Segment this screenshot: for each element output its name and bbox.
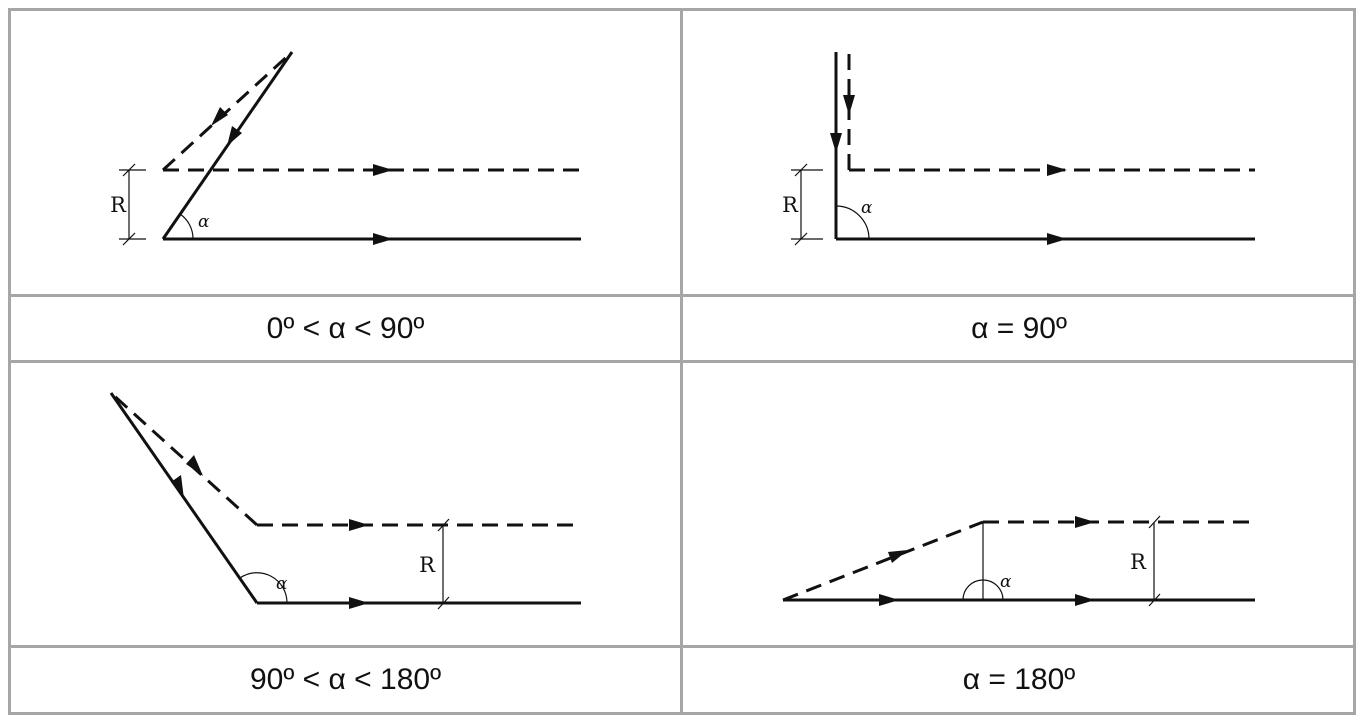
dashed-incoming-line	[109, 391, 259, 527]
diagram-acute: R α	[11, 11, 683, 297]
caption-acute: 0º < α < 90º	[11, 297, 683, 363]
arrow-dashed	[373, 164, 393, 176]
angle-label: α	[861, 198, 873, 218]
arrow-dashed-incoming	[888, 550, 908, 563]
arrow-solid-incoming	[830, 133, 842, 153]
arrow-solid	[373, 233, 393, 245]
diagram-right-svg: R α	[782, 52, 1255, 246]
diagram-obtuse: R α	[11, 363, 683, 648]
arrow-solid-left	[879, 594, 899, 606]
solid-incoming-line	[109, 392, 259, 604]
dashed-incoming-line	[161, 50, 294, 172]
angle-arc	[835, 205, 870, 240]
diagram-straight-svg: R α	[782, 515, 1255, 607]
cases-table: R α	[8, 8, 1356, 715]
arrow-dashed	[349, 519, 369, 531]
radius-label: R	[110, 193, 127, 217]
arrow-solid	[1047, 233, 1067, 245]
arrow-dashed	[1047, 164, 1067, 176]
diagram-acute-svg: R α	[110, 50, 581, 246]
angle-label: α	[198, 212, 210, 232]
arrow-solid	[349, 597, 369, 609]
caption-right: α = 90º	[683, 297, 1355, 363]
angle-label: α	[276, 574, 288, 594]
arrow-solid-right	[1075, 594, 1095, 606]
arrow-dashed-incoming	[186, 455, 203, 476]
angle-arc	[179, 213, 194, 240]
arrow-dashed-incoming	[843, 95, 855, 115]
radius-label: R	[1130, 550, 1147, 574]
dashed-incoming-line	[782, 520, 984, 602]
diagram-straight: R α	[683, 363, 1355, 648]
radius-label: R	[782, 193, 799, 217]
arrow-solid-incoming	[227, 126, 242, 146]
caption-obtuse: 90º < α < 180º	[11, 648, 683, 712]
diagram-obtuse-svg: R α	[109, 391, 581, 610]
diagram-right: R α	[683, 11, 1355, 297]
angle-arc	[962, 579, 1004, 601]
arrow-solid-incoming	[171, 475, 184, 499]
radius-label: R	[419, 553, 436, 577]
angle-arc	[239, 572, 288, 604]
angle-label: α	[1000, 572, 1012, 592]
arrow-dashed	[1075, 516, 1095, 528]
caption-straight: α = 180º	[962, 663, 1076, 696]
arrow-dashed-incoming	[211, 107, 228, 126]
